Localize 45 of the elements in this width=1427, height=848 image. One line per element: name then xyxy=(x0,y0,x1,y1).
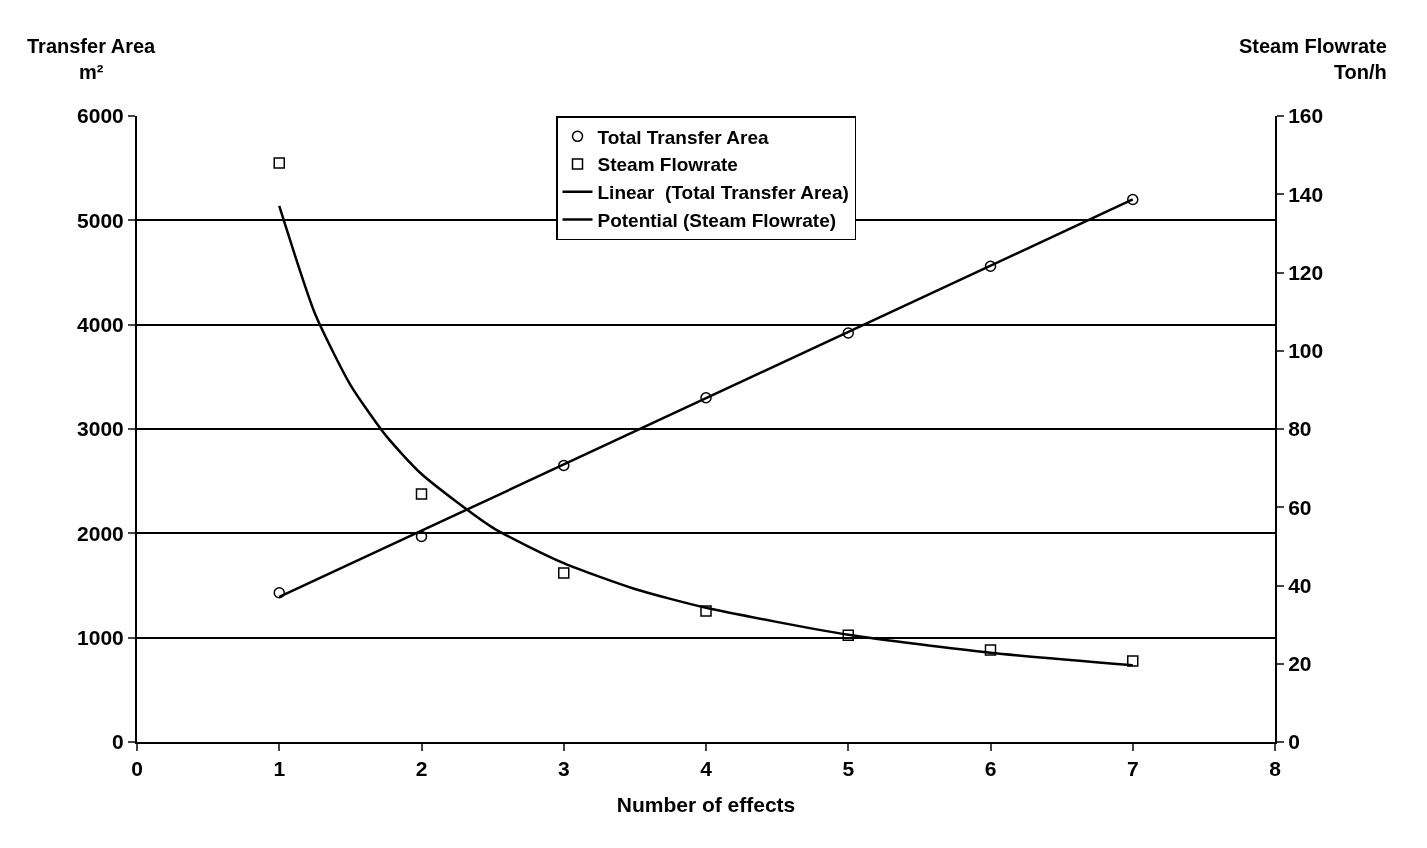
legend-label: Potential (Steam Flowrate) xyxy=(597,209,837,231)
point xyxy=(842,327,854,339)
point xyxy=(700,391,712,404)
legend-label: Total Transfer Area xyxy=(597,126,769,148)
point xyxy=(415,488,428,500)
y-tick-label: 5000 xyxy=(77,208,124,232)
y2-tick-label: 40 xyxy=(1288,573,1312,597)
point xyxy=(558,459,570,472)
point xyxy=(1127,655,1139,667)
y2-axis-title: Steam Flowrate Ton/h xyxy=(1239,35,1387,83)
point xyxy=(558,567,570,579)
x-tick-label: 7 xyxy=(1126,757,1139,781)
y-tick-label: 4000 xyxy=(77,313,124,337)
y2-tick-label: 160 xyxy=(1288,104,1324,128)
legend-label: Steam Flowrate xyxy=(597,154,738,176)
y2-tick-label: 120 xyxy=(1288,260,1324,284)
x-tick-label: 6 xyxy=(984,757,997,781)
y2-tick-label: 80 xyxy=(1288,417,1312,441)
x-axis-title: Number of effects xyxy=(616,792,796,816)
y-tick-label: 0 xyxy=(112,730,124,754)
y-tick-label: 2000 xyxy=(77,521,124,545)
y2-tick-label: 140 xyxy=(1288,182,1324,206)
point xyxy=(984,644,997,656)
x-tick-label: 8 xyxy=(1269,757,1282,781)
y-axis-title: Transfer Area m² xyxy=(27,35,157,83)
x-tick-label: 0 xyxy=(131,757,143,781)
y-tick-label: 1000 xyxy=(77,626,124,650)
x-tick-label: 2 xyxy=(415,757,428,781)
y2-tick-label: 60 xyxy=(1288,495,1312,519)
legend-label: Linear (Total Transfer Area) xyxy=(597,182,849,204)
y-tick-label: 3000 xyxy=(77,417,124,441)
point xyxy=(273,157,285,169)
y2-tick-label: 20 xyxy=(1288,652,1312,676)
x-tick-label: 1 xyxy=(273,757,286,781)
point xyxy=(700,605,712,617)
y2-tick-label: 100 xyxy=(1288,339,1324,363)
x-tick-label: 3 xyxy=(557,757,570,781)
point xyxy=(984,260,997,272)
point xyxy=(273,587,285,599)
point xyxy=(842,629,854,641)
x-tick-label: 5 xyxy=(842,757,855,781)
y2-tick-label: 0 xyxy=(1288,730,1300,754)
y-tick-label: 6000 xyxy=(77,104,124,128)
x-tick-label: 4 xyxy=(700,757,713,781)
point xyxy=(1127,193,1139,206)
